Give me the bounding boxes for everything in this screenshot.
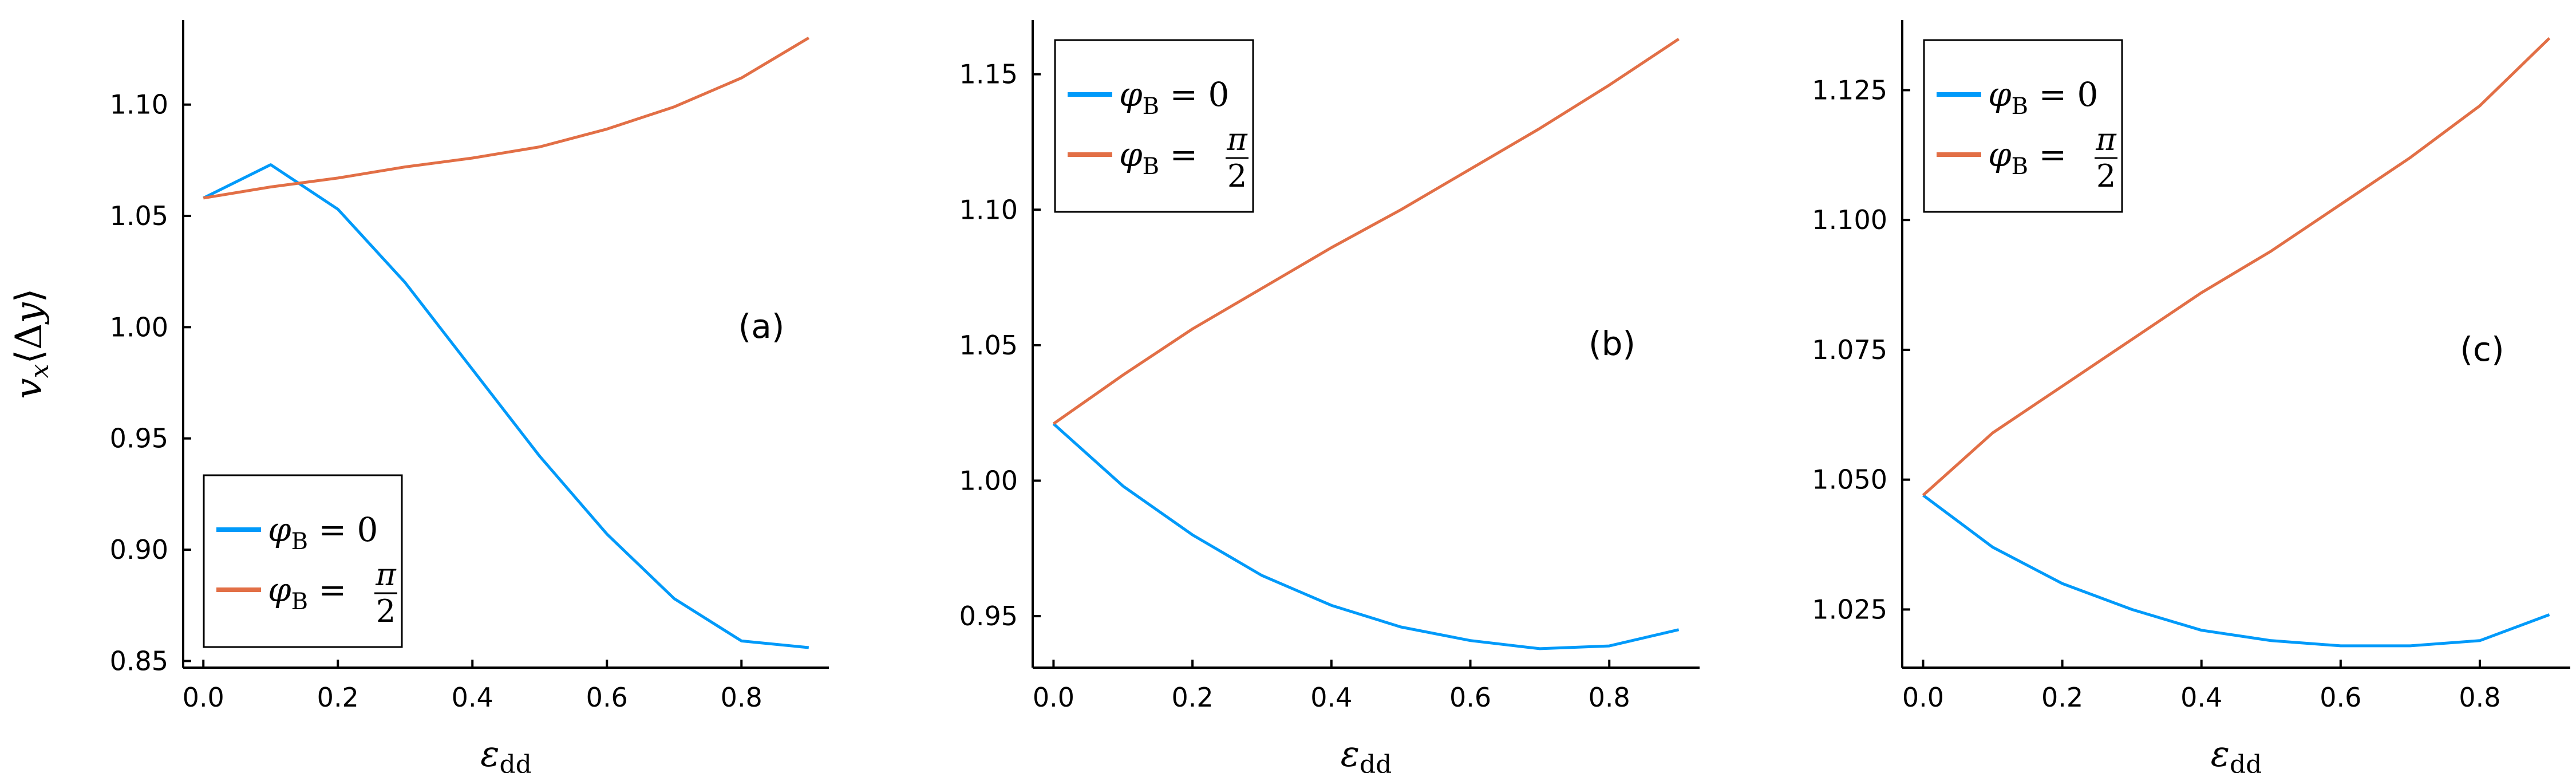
panel-b: 0.95 1.00 1.05 1.10 1.15 0.0 0.2 0.4 0.6 0.8 (b) εd… xyxy=(959,20,1700,773)
y-axis-label: vx⟨Δy⟩ xyxy=(8,288,54,399)
y-tick-label: 1.00 xyxy=(110,311,168,342)
legend-fraction-numerator: π xyxy=(375,557,397,593)
x-tick-label: 0.8 xyxy=(2459,682,2500,713)
y-tick-label: 1.00 xyxy=(959,465,1018,496)
panel-label: (c) xyxy=(2460,330,2504,369)
legend: φB = 0 φB = π2 xyxy=(203,474,403,648)
legend-box xyxy=(1923,39,2123,213)
legend-fraction-denominator: 2 xyxy=(2096,158,2116,194)
y-tick-label: 1.050 xyxy=(1812,464,1887,495)
x-tick-label: 0.6 xyxy=(2320,682,2361,713)
legend-label-1: φB = xyxy=(268,570,346,615)
legend-label-1: φB = xyxy=(1119,135,1198,180)
y-tick-label: 1.15 xyxy=(959,59,1018,90)
series-line-phi-pi-half xyxy=(1052,38,1680,425)
x-tick-label: 0.0 xyxy=(183,682,224,713)
legend-fraction-denominator: 2 xyxy=(376,593,396,629)
series-line-phi-0 xyxy=(1922,494,2550,648)
x-tick-label: 0.4 xyxy=(2180,682,2222,713)
legend-label-0: φB = 0 xyxy=(1988,75,2098,120)
y-tick-label: 0.95 xyxy=(959,601,1018,632)
x-tick-label: 0.6 xyxy=(586,682,628,713)
x-tick-label: 0.4 xyxy=(1310,682,1352,713)
x-tick-label: 0.8 xyxy=(721,682,762,713)
y-tick-label: 1.05 xyxy=(110,200,168,231)
y-tick-label: 1.075 xyxy=(1812,334,1887,365)
x-tick-label: 0.2 xyxy=(1172,682,1214,713)
series-line-phi-0 xyxy=(203,163,809,649)
x-axis-label: εdd xyxy=(2211,733,2262,773)
x-axis-label: εdd xyxy=(1341,733,1392,773)
series-line-phi-pi-half xyxy=(203,36,810,200)
legend: φB = 0 φB = π2 xyxy=(1054,39,1254,213)
x-tick-label: 0.2 xyxy=(2041,682,2083,713)
legend: φB = 0 φB = π2 xyxy=(1923,39,2123,213)
legend-box xyxy=(203,474,403,648)
x-axis-label: εdd xyxy=(480,733,532,773)
y-tick-label: 1.125 xyxy=(1812,74,1887,105)
x-tick-label: 0.4 xyxy=(452,682,493,713)
series-line-phi-0 xyxy=(1052,423,1680,650)
y-tick-label: 0.85 xyxy=(110,645,168,676)
x-tick-label: 0.8 xyxy=(1589,682,1630,713)
legend-box xyxy=(1054,39,1254,213)
x-tick-label: 0.0 xyxy=(1033,682,1074,713)
y-tick-label: 1.100 xyxy=(1812,204,1887,235)
x-tick-label: 0.0 xyxy=(1902,682,1944,713)
legend-label-1: φB = xyxy=(1988,135,2067,180)
y-tick-label: 1.05 xyxy=(959,330,1018,361)
y-tick-label: 1.10 xyxy=(959,194,1018,225)
legend-label-0: φB = 0 xyxy=(1119,75,1229,120)
panel-label: (b) xyxy=(1589,324,1635,363)
legend-fraction-denominator: 2 xyxy=(1227,158,1247,194)
x-tick-label: 0.6 xyxy=(1449,682,1491,713)
panel-c: 1.025 1.050 1.075 1.100 1.125 0.0 0.2 0.4 0.6 0.8… xyxy=(1812,20,2570,773)
legend-fraction-numerator: π xyxy=(1226,121,1248,157)
y-tick-label: 1.025 xyxy=(1812,594,1887,625)
y-tick-label: 1.10 xyxy=(110,89,168,120)
x-tick-label: 0.2 xyxy=(317,682,359,713)
panel-label: (a) xyxy=(738,307,785,346)
series-line-phi-pi-half xyxy=(1922,37,2551,496)
y-tick-label: 0.95 xyxy=(110,423,168,454)
legend-label-0: φB = 0 xyxy=(268,510,378,555)
y-tick-label: 0.90 xyxy=(110,534,168,565)
panel-a: 0.85 0.90 0.95 1.00 1.05 1.10 0.0 0.2 0.4 0.6 0.8 (… xyxy=(110,20,829,773)
legend-fraction-numerator: π xyxy=(2095,121,2117,157)
